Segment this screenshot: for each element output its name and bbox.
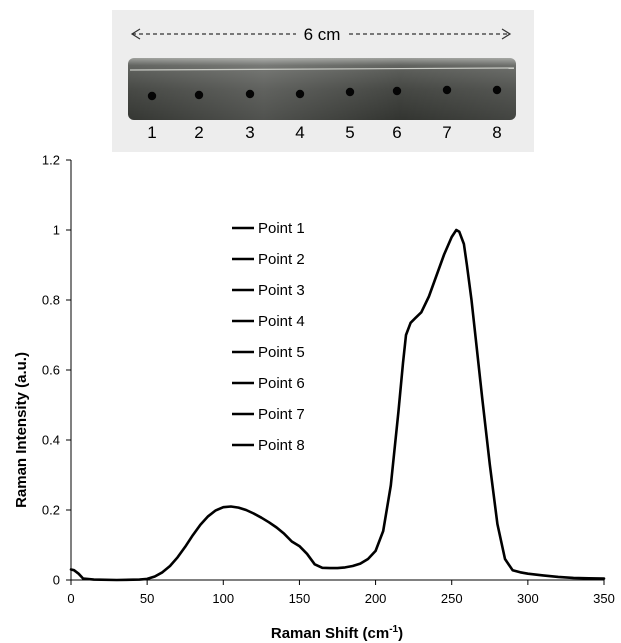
measurement-dot	[392, 86, 402, 96]
legend-label: Point 5	[258, 344, 305, 361]
measurement-dot	[442, 85, 452, 95]
x-tick-label: 350	[593, 591, 615, 606]
raman-chart: 0 50 100 150 200 250 300 350 0 0.2 0.4 0.6 0.8 1 1.2 P…	[13, 153, 615, 643]
x-axis-title: Raman Shift (cm-1)	[271, 624, 403, 642]
point-label: 8	[492, 123, 501, 142]
legend-label: Point 7	[258, 406, 305, 423]
series-line	[69, 228, 606, 582]
chart-ticks: 0 50 100 150 200 250 300 350 0 0.2 0.4 0.6 0.8 1 1.2	[42, 153, 615, 607]
measurement-dot	[194, 90, 204, 100]
chart-axes	[70, 160, 604, 581]
x-tick-label: 200	[365, 591, 387, 606]
sample-photo: 1 2 3 4 5 6 7 8 6 cm	[112, 10, 534, 152]
point-label: 2	[194, 123, 203, 142]
y-tick-label: 0	[53, 573, 60, 588]
x-tick-label: 50	[140, 591, 154, 606]
measurement-dot	[295, 89, 305, 99]
legend-label: Point 8	[258, 437, 305, 454]
x-tick-label: 0	[67, 591, 74, 606]
point-label: 5	[345, 123, 354, 142]
length-label-bg	[296, 24, 348, 44]
right-arrow-icon	[501, 28, 512, 40]
point-label: 6	[392, 123, 401, 142]
legend-label: Point 3	[258, 282, 305, 299]
measurement-dot	[345, 87, 355, 97]
legend-label: Point 1	[258, 220, 305, 237]
point-label: 4	[295, 123, 304, 142]
y-tick-label: 0.6	[42, 363, 60, 378]
length-label: 6 cm	[304, 25, 341, 44]
legend-label: Point 2	[258, 251, 305, 268]
legend-label: Point 4	[258, 313, 305, 330]
point-label: 1	[147, 123, 156, 142]
measurement-dots	[147, 85, 502, 101]
y-tick-label: 1	[53, 223, 60, 238]
measurement-dot	[147, 91, 157, 101]
y-tick-label: 0.8	[42, 293, 60, 308]
sample-bar-sheen	[128, 58, 516, 120]
y-tick-label: 1.2	[42, 153, 60, 168]
left-arrow-icon	[130, 28, 141, 40]
legend: Point 1 Point 2 Point 3 Point 4 Point 5 Point…	[232, 220, 305, 454]
y-tick-label: 0.2	[42, 503, 60, 518]
y-axis-title: Raman Intensity (a.u.)	[13, 352, 30, 508]
legend-label: Point 6	[258, 375, 305, 392]
sample-bar-edge	[129, 67, 515, 71]
x-tick-label: 250	[441, 591, 463, 606]
measurement-dot	[492, 85, 502, 95]
point-label: 3	[245, 123, 254, 142]
measurement-point-labels: 1 2 3 4 5 6 7 8	[147, 123, 501, 142]
y-tick-label: 0.4	[42, 433, 60, 448]
x-tick-label: 300	[517, 591, 539, 606]
x-tick-label: 100	[212, 591, 234, 606]
point-label: 7	[442, 123, 451, 142]
measurement-dot	[245, 89, 255, 99]
x-tick-label: 150	[289, 591, 311, 606]
